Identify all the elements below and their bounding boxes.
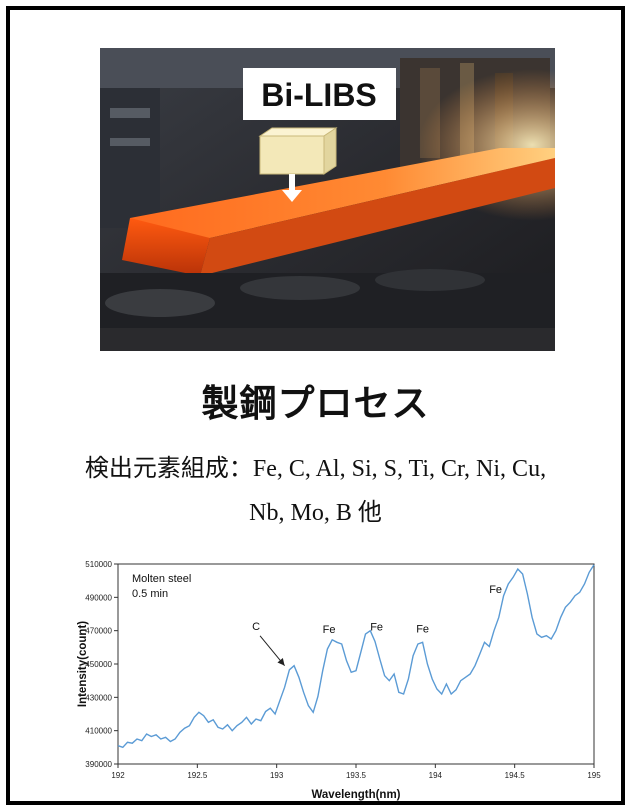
x-tick-label: 193.5 — [346, 771, 367, 780]
y-axis-label: Intensity(count) — [77, 621, 89, 707]
inset-text: 0.5 min — [132, 588, 168, 600]
bi-libs-label: Bi-LIBS — [261, 77, 377, 113]
x-tick-label: 195 — [587, 771, 601, 780]
x-tick-label: 192.5 — [187, 771, 208, 780]
y-tick-label: 390000 — [85, 760, 112, 769]
section-title: 製鋼プロセス — [201, 384, 430, 425]
figure-frame: Bi-LIBS 製鋼プロセス 検出元素組成：Fe, C, Al, Si, S, … — [6, 6, 625, 805]
peak-annotation: Fe — [416, 623, 429, 635]
plot-area-frame — [117, 563, 595, 765]
x-tick-label: 194 — [429, 771, 443, 780]
y-tick-label: 430000 — [85, 693, 112, 702]
detected-elements-line2: Nb, Mo, B 他 — [249, 500, 382, 526]
steelmaking-photo: Bi-LIBS — [100, 48, 555, 351]
x-tick-label: 194.5 — [505, 771, 526, 780]
peak-annotation: Fe — [489, 584, 502, 596]
peak-annotation: C — [252, 621, 260, 633]
peak-annotation: Fe — [323, 624, 336, 636]
y-tick-label: 490000 — [85, 593, 112, 602]
y-tick-label: 450000 — [85, 660, 112, 669]
y-tick-label: 510000 — [85, 560, 112, 569]
inset-text: Molten steel — [132, 573, 191, 585]
peak-annotation: Fe — [370, 622, 383, 634]
y-tick-label: 410000 — [85, 727, 112, 736]
x-tick-label: 193 — [270, 771, 284, 780]
x-tick-label: 192 — [111, 771, 125, 780]
spectrum-chart: 390000 410000 430000 450000 470000 490000 5100… — [70, 550, 610, 812]
y-tick-label: 470000 — [85, 627, 112, 636]
series-line — [117, 564, 595, 749]
detected-elements-line1: 検出元素組成：Fe, C, Al, Si, S, Ti, Cr, Ni, Cu, — [84, 456, 547, 482]
x-axis-label: Wavelength(nm) — [311, 789, 400, 801]
annotation-arrowhead — [277, 658, 285, 666]
